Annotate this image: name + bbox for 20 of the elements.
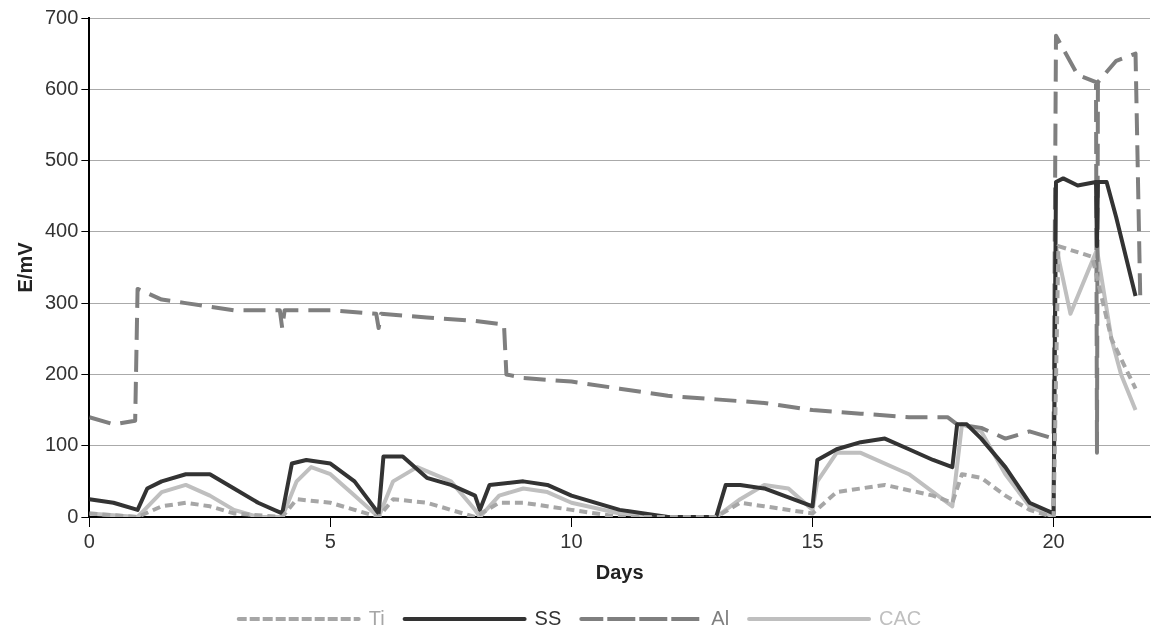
y-tick-label: 500 [44,148,79,171]
y-axis-title: E/mV [13,241,36,293]
x-axis-title: Days [595,560,644,583]
x-tick-label: 15 [801,529,824,552]
x-tick-label: 20 [1042,529,1065,552]
y-tick-label: 200 [44,361,79,384]
y-tick-label: 700 [44,5,79,28]
y-tick-label: 100 [44,433,79,456]
text: SS [534,606,562,629]
x-tick-label: 0 [83,529,95,552]
y-tick-label: 300 [44,290,79,313]
text: CAC [879,606,922,629]
x-tick-label: 10 [560,529,583,552]
x-tick-label: 5 [324,529,336,552]
text: Ti [368,606,385,629]
y-tick-label: 600 [44,76,79,99]
y-tick-label: 0 [67,504,79,527]
y-tick-label: 400 [44,219,79,242]
text: Al [711,606,730,629]
line-series [89,33,1143,455]
